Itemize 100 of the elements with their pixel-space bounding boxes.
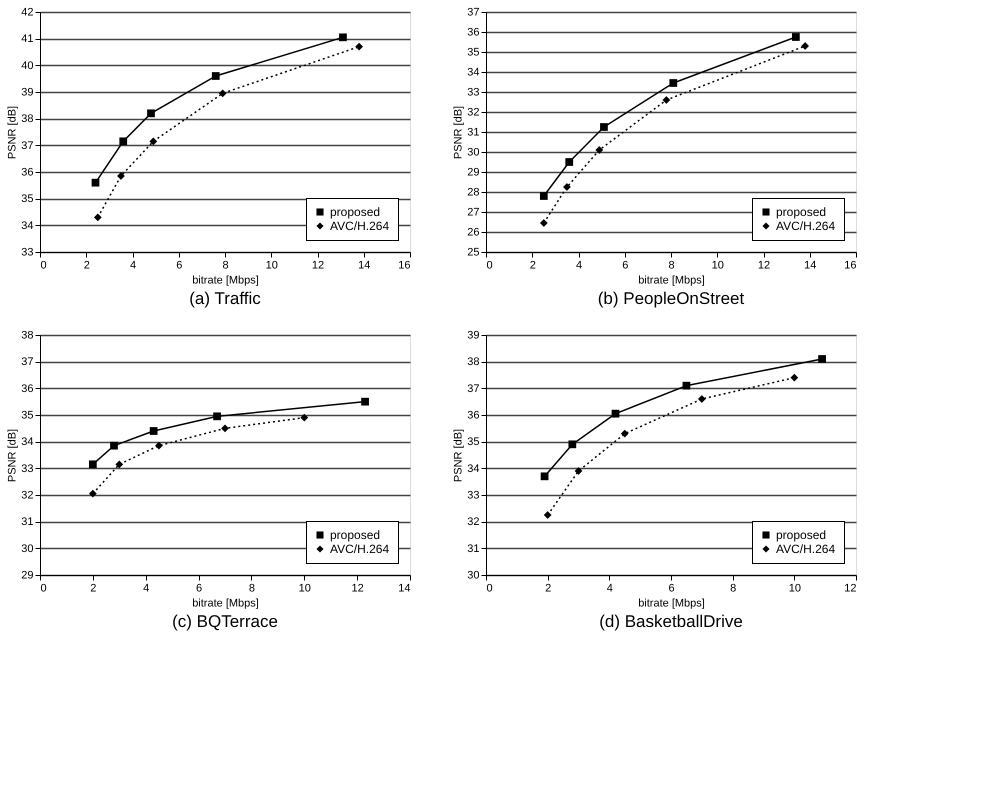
point	[155, 442, 163, 450]
point	[117, 172, 125, 180]
x-tick-label: 6	[196, 582, 202, 594]
y-tick-label: 38	[21, 113, 34, 126]
x-tick-label: 8	[248, 582, 255, 594]
point	[88, 460, 97, 468]
x-tick-label: 8	[222, 260, 229, 272]
point	[612, 410, 620, 418]
x-axis-title: bitrate [Mbps]	[192, 274, 259, 286]
x-tick-label: 12	[844, 582, 856, 594]
y-tick-label: 35	[21, 193, 34, 206]
x-tick-label: 10	[788, 582, 801, 594]
y-tick-label: 36	[467, 410, 480, 422]
y-tick-label: 31	[21, 516, 34, 528]
y-tick-label: 34	[467, 462, 480, 475]
y-tick-label: 29	[467, 166, 480, 178]
point	[595, 146, 604, 154]
x-tick-label: 4	[606, 582, 613, 594]
y-tick-label: 38	[21, 330, 34, 342]
legend-label: proposed	[330, 528, 380, 542]
x-tick-label: 2	[530, 260, 536, 272]
y-tick-label: 36	[467, 26, 480, 38]
legend-label: AVC/H.264	[776, 219, 836, 233]
point	[620, 430, 629, 438]
y-tick-label: 37	[467, 6, 480, 18]
text: (b) PeopleOnStreet	[598, 289, 745, 308]
x-axis-title: bitrate [Mbps]	[638, 274, 705, 286]
x-tick-label: 0	[40, 260, 47, 272]
point	[110, 442, 118, 450]
y-axis-title: PSNR [dB]	[452, 428, 464, 482]
y-tick-label: 33	[467, 490, 480, 502]
y-tick-label: 42	[21, 6, 34, 18]
y-tick-label: 34	[467, 66, 480, 78]
x-tick-label: 4	[576, 260, 582, 272]
x-tick-label: 16	[398, 260, 410, 272]
y-tick-label: 32	[21, 490, 34, 502]
y-axis-title: PSNR [dB]	[6, 106, 18, 160]
x-tick-label: 10	[712, 260, 724, 272]
y-tick-label: 32	[467, 516, 480, 528]
x-tick-label: 14	[398, 582, 410, 594]
point	[662, 96, 670, 104]
point	[565, 158, 574, 166]
y-tick-label: 35	[467, 46, 480, 58]
point	[568, 440, 576, 448]
x-tick-label: 10	[298, 582, 311, 594]
point	[115, 460, 124, 468]
point	[818, 355, 826, 363]
x-tick-label: 2	[90, 582, 96, 594]
y-tick-label: 36	[21, 166, 34, 178]
point	[698, 395, 706, 403]
y-tick-label: 32	[467, 106, 480, 118]
point	[540, 219, 548, 227]
y-tick-label: 36	[21, 382, 34, 395]
point	[790, 374, 798, 382]
legend-label: proposed	[776, 205, 826, 219]
point	[339, 33, 347, 42]
point	[361, 398, 369, 406]
y-tick-label: 30	[21, 542, 34, 555]
point	[149, 137, 158, 146]
y-tick-label: 39	[21, 86, 34, 98]
point	[801, 42, 809, 50]
text: (a) Traffic	[189, 289, 262, 308]
point	[682, 382, 690, 390]
y-tick-label: 33	[21, 246, 34, 258]
y-tick-label: 27	[467, 206, 480, 218]
point	[574, 467, 582, 475]
point	[119, 137, 128, 146]
x-tick-label: 4	[143, 582, 150, 594]
point	[213, 412, 221, 420]
legend-label: proposed	[776, 528, 826, 542]
x-tick-label: 14	[358, 260, 370, 272]
y-tick-label: 39	[467, 330, 480, 342]
text: (d) BasketballDrive	[599, 612, 743, 631]
x-tick-label: 8	[668, 260, 675, 272]
y-axis-title: PSNR [dB]	[452, 106, 464, 160]
point	[212, 72, 220, 80]
point	[355, 42, 363, 51]
x-tick-label: 2	[84, 260, 90, 272]
x-tick-label: 12	[758, 260, 770, 272]
y-tick-label: 31	[467, 126, 480, 138]
point	[94, 213, 102, 222]
y-tick-label: 33	[21, 462, 34, 475]
x-axis-title: bitrate [Mbps]	[638, 598, 705, 610]
point	[300, 414, 308, 422]
y-tick-label: 29	[21, 570, 34, 582]
y-tick-label: 30	[467, 570, 480, 582]
point	[792, 33, 800, 41]
y-tick-label: 41	[21, 33, 34, 46]
x-tick-label: 8	[730, 582, 736, 594]
legend-label: proposed	[330, 205, 380, 219]
y-tick-label: 33	[467, 86, 480, 98]
y-tick-label: 38	[467, 356, 480, 368]
x-tick-label: 12	[352, 582, 364, 594]
x-tick-label: 4	[130, 260, 136, 272]
y-tick-label: 30	[467, 146, 480, 158]
point	[540, 192, 548, 200]
y-tick-label: 31	[467, 542, 480, 555]
x-tick-label: 16	[844, 260, 856, 272]
x-tick-label: 0	[486, 260, 493, 272]
point	[147, 109, 155, 118]
